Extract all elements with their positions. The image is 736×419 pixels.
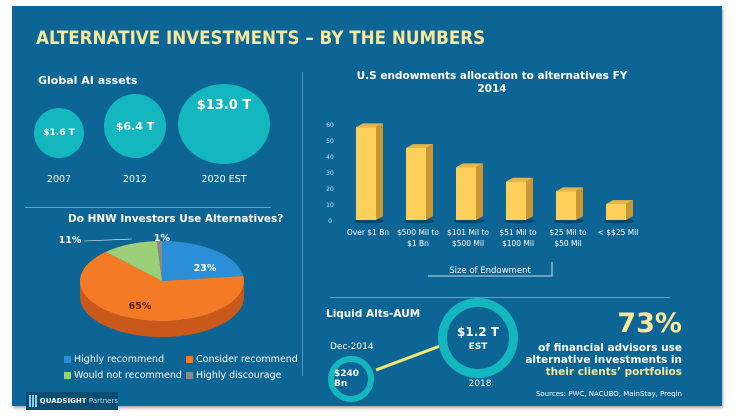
- pie-slice: [80, 251, 245, 321]
- x-tick-label: < $$25 Mil: [598, 228, 639, 237]
- advisors-percent: 73%: [617, 308, 682, 339]
- growth-line: [375, 344, 441, 372]
- x-tick-label: $25 Mil to: [549, 228, 587, 237]
- page-title: ALTERNATIVE INVESTMENTS – BY THE NUMBERS: [36, 27, 486, 49]
- legend-swatch: [186, 372, 193, 379]
- bubble-value: $13.0 T: [196, 98, 252, 113]
- year-label: 2012: [122, 174, 148, 185]
- bar: [406, 148, 426, 220]
- legend-swatch: [186, 356, 193, 363]
- x-tick-label: Over $1 Bn: [347, 228, 389, 237]
- liquid-alts-heading: Liquid Alts-AUM: [326, 308, 421, 320]
- y-tick-label: 40: [326, 154, 334, 161]
- pie-slice: [156, 241, 162, 281]
- bar-chart: 0 10 20 30 40 50 60 Over $1 Bn $500 Mil to $1 Bn $…: [326, 122, 639, 277]
- x-tick-label: $100 Mil: [502, 239, 534, 248]
- axis-title-frame: [428, 262, 553, 277]
- bar: [456, 167, 476, 220]
- bar-top: [506, 177, 533, 182]
- sources-note: Sources: PWC, NACUBO, MainStay, Preqin: [535, 390, 682, 398]
- column-divider: [302, 72, 303, 376]
- aum-ring-2018: $1.2 T EST: [438, 298, 518, 378]
- quadsight-logo: QUADSIGHT Partners: [26, 392, 118, 410]
- section-divider: [330, 297, 670, 298]
- x-tick-label: $101 Mil to: [447, 228, 489, 237]
- logo-icon: [29, 395, 37, 407]
- stat-line: of financial advisors use: [538, 342, 682, 354]
- pie-chart: 23% 65% 11% 1%: [59, 233, 245, 337]
- y-tick-label: 60: [326, 122, 334, 129]
- bar-side: [426, 144, 433, 220]
- legend-item: Highly discourage: [186, 370, 281, 381]
- pie-label-would-not-recommend: 11%: [59, 235, 82, 246]
- bubble-value: $6.4 T: [115, 119, 155, 133]
- logo-brand: QUADSIGHT: [39, 397, 87, 405]
- year-label: 2007: [46, 174, 72, 185]
- bar-top: [406, 144, 433, 148]
- legend-item: Highly recommend: [64, 354, 164, 365]
- x-tick-label: $51 Mil to: [499, 228, 537, 237]
- advisors-description: of financial advisors use alternative in…: [525, 342, 682, 378]
- pie-label-highly-discourage: 1%: [154, 233, 171, 244]
- bar: [506, 181, 526, 220]
- aum-value: $1.2 T: [457, 324, 499, 339]
- x-tick-label: $1 Bn: [407, 239, 429, 248]
- legend-item: Consider recommend: [186, 354, 298, 365]
- bar-side: [526, 177, 533, 220]
- bar-top: [356, 123, 383, 128]
- pie-slice: [105, 241, 162, 281]
- end-year: 2018: [468, 379, 492, 389]
- legend-label: Highly recommend: [74, 354, 165, 365]
- bar-side: [576, 187, 583, 220]
- y-tick-label: 20: [326, 186, 334, 193]
- bar-side: [376, 123, 383, 220]
- bar: [356, 127, 376, 220]
- y-tick-label: 30: [326, 170, 334, 177]
- bar-side: [626, 200, 633, 220]
- pie-title: Do HNW Investors Use Alternatives?: [68, 213, 284, 225]
- bubble-value: $1.6 T: [43, 128, 75, 138]
- pie-label-highly-recommend: 23%: [194, 263, 217, 274]
- aum-value: $240 Bn: [334, 369, 360, 389]
- global-assets-heading: Global AI assets: [38, 74, 138, 87]
- bar-top: [556, 187, 583, 192]
- y-tick-label: 0: [328, 218, 332, 225]
- bar: [556, 191, 576, 220]
- y-tick-label: 50: [326, 138, 334, 145]
- pie-slice: [162, 241, 244, 281]
- stat-line: alternative investments in: [525, 354, 682, 366]
- legend-item: Would not recommend: [64, 370, 182, 381]
- x-tick-label: $50 Mil: [554, 239, 581, 248]
- y-tick-label: 10: [326, 202, 334, 209]
- legend-label: Would not recommend: [74, 370, 182, 381]
- bar-side: [476, 163, 483, 220]
- pie-leader-line: [83, 238, 133, 242]
- legend-swatch: [64, 356, 71, 363]
- bar: [606, 204, 626, 220]
- x-tick-label: $500 Mil to: [397, 228, 439, 237]
- logo-suffix: Partners: [88, 397, 118, 405]
- bubble-2012: $6.4 T: [104, 94, 166, 158]
- legend-label: Consider recommend: [196, 354, 298, 365]
- legend-swatch: [64, 372, 71, 379]
- x-axis-title: Size of Endowment: [449, 266, 531, 276]
- infographic-panel: ALTERNATIVE INVESTMENTS – BY THE NUMBERS…: [12, 6, 722, 410]
- section-divider: [25, 207, 271, 208]
- bar-chart-title: U.S endowments allocation to alternative…: [356, 70, 628, 95]
- bubble-2007: $1.6 T: [34, 108, 84, 158]
- aum-ring-2014: $240 Bn: [328, 356, 374, 402]
- stat-line: their clients’ portfolios: [545, 366, 682, 378]
- start-date: Dec-2014: [330, 342, 374, 352]
- growth-connector: [375, 344, 441, 372]
- bar-top: [456, 163, 483, 168]
- aum-note: EST: [468, 341, 488, 352]
- pie-label-consider-recommend: 65%: [129, 301, 152, 312]
- legend-label: Highly discourage: [196, 370, 282, 381]
- pie-slice-side: [80, 281, 244, 337]
- x-tick-label: $500 Mil: [452, 239, 484, 248]
- bar-top: [606, 200, 633, 204]
- year-label: 2020 EST: [201, 174, 247, 185]
- bubble-2020: $13.0 T: [178, 84, 270, 164]
